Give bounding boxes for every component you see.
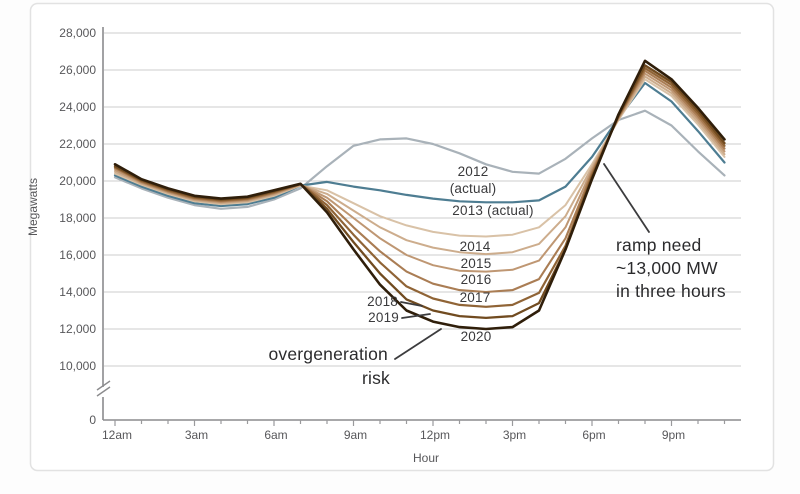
annotation-ramp-line2: ~13,000 MW — [616, 258, 718, 278]
label-2020: 2020 — [461, 329, 492, 344]
y-tick-label-18000: 18,000 — [59, 211, 96, 225]
y-axis-title: Megawatts — [26, 178, 40, 236]
x-tick-label-12pm: 12pm — [420, 428, 450, 442]
leader-2019 — [401, 313, 431, 319]
y-tick-label-22000: 22,000 — [59, 137, 96, 151]
series-labels: 2012 (actual) 2013 (actual) 2014 2015 20… — [367, 164, 533, 344]
x-tick-label-6am: 6am — [264, 428, 287, 442]
x-ticks: 12am 3am 6am 9am 12pm 3pm 6pm 9pm — [102, 420, 726, 442]
x-tick-label-12am: 12am — [102, 428, 132, 442]
label-2015: 2015 — [461, 256, 492, 271]
axis-break-slash-2 — [96, 380, 111, 391]
x-tick-label-6pm: 6pm — [582, 428, 605, 442]
label-2019: 2019 — [368, 310, 399, 325]
leader-2018 — [400, 301, 423, 307]
annotation-overgeneration-line1: overgeneration — [268, 344, 388, 364]
gridlines — [104, 32, 741, 367]
axis-break-slash-1 — [96, 386, 111, 397]
label-2012: 2012 — [458, 164, 489, 179]
x-tick-label-9am: 9am — [344, 428, 367, 442]
annotation-ramp-line3: in three hours — [616, 281, 726, 301]
series-line-2012 — [113, 109, 726, 210]
leader-lines — [394, 163, 650, 360]
y-tick-label-20000: 20,000 — [59, 174, 96, 188]
label-2014: 2014 — [460, 239, 491, 254]
y-tick-label-14000: 14,000 — [59, 285, 96, 299]
x-tick-label-3pm: 3pm — [503, 428, 526, 442]
leader-overgeneration — [394, 328, 442, 360]
label-2017: 2017 — [460, 290, 491, 305]
x-tick-label-3am: 3am — [185, 428, 208, 442]
annotation-overgeneration-line2: risk — [362, 368, 390, 388]
y-tick-label-0: 0 — [89, 413, 96, 427]
y-tick-label-12000: 12,000 — [59, 322, 96, 336]
annotation-ramp-line1: ramp need — [616, 235, 701, 255]
label-2012-actual: (actual) — [450, 181, 497, 196]
y-tick-label-26000: 26,000 — [59, 63, 96, 77]
y-tick-label-24000: 24,000 — [59, 100, 96, 114]
axes — [96, 27, 741, 421]
label-2018: 2018 — [367, 294, 398, 309]
annotations: overgeneration risk ramp need ~13,000 MW… — [268, 235, 725, 388]
x-tick-label-9pm: 9pm — [662, 428, 685, 442]
y-tick-labels: 28,000 26,000 24,000 22,000 20,000 18,000 16,0… — [59, 26, 96, 427]
x-axis-title: Hour — [413, 451, 439, 465]
label-2013: 2013 (actual) — [452, 203, 533, 218]
leader-ramp-need — [603, 163, 650, 233]
y-tick-label-16000: 16,000 — [59, 248, 96, 262]
label-2016: 2016 — [461, 272, 492, 287]
y-tick-label-28000: 28,000 — [59, 26, 96, 40]
y-tick-label-10000: 10,000 — [59, 359, 96, 373]
